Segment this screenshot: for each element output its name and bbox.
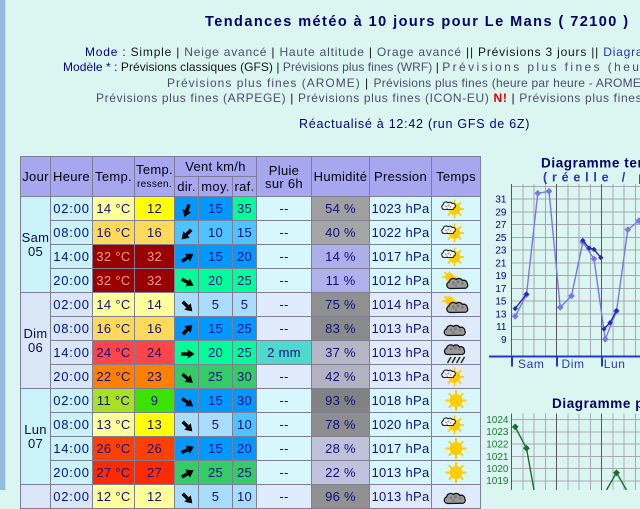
svg-text:11: 11 (496, 322, 507, 333)
svg-text:13: 13 (495, 309, 507, 320)
svg-text:Lun: Lun (604, 357, 626, 371)
svg-text:Sam: Sam (518, 357, 544, 371)
svg-text:29: 29 (495, 207, 507, 218)
svg-text:31: 31 (495, 195, 507, 206)
svg-text:1022: 1022 (486, 440, 509, 451)
svg-text:17: 17 (495, 284, 507, 295)
svg-text:27: 27 (495, 220, 507, 231)
svg-text:Dim: Dim (562, 357, 585, 371)
svg-text:15: 15 (495, 297, 507, 308)
svg-text:21: 21 (495, 258, 507, 269)
svg-text:19: 19 (495, 271, 507, 282)
svg-text:25: 25 (495, 233, 507, 244)
svg-text:1019: 1019 (486, 476, 509, 487)
svg-text:1021: 1021 (486, 452, 509, 463)
svg-text:1020: 1020 (486, 464, 509, 475)
svg-text:1023: 1023 (486, 427, 509, 438)
svg-text:(réelle / prévue): (réelle / prévue) (543, 171, 640, 185)
svg-text:Diagramme températures: Diagramme températures (541, 156, 640, 171)
svg-text:23: 23 (495, 246, 507, 257)
svg-text:1024: 1024 (486, 415, 509, 426)
svg-text:Diagramme pression: Diagramme pression (552, 396, 640, 411)
svg-text:9: 9 (501, 335, 507, 346)
